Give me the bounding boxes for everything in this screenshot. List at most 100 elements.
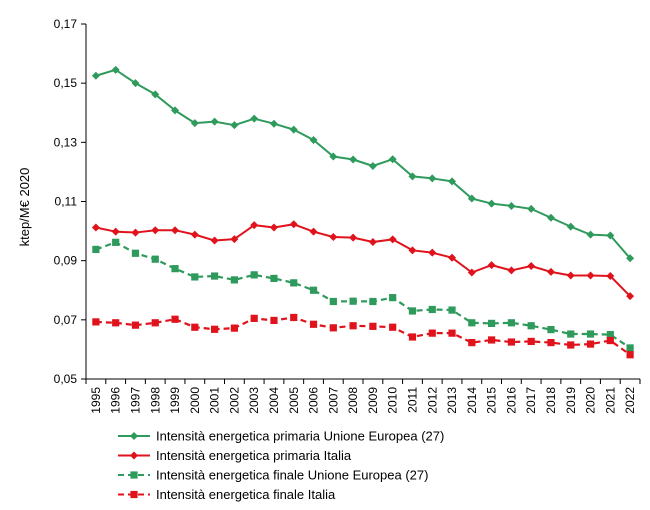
data-point — [408, 246, 417, 255]
data-point — [468, 319, 476, 327]
data-point — [626, 254, 635, 263]
data-point — [507, 201, 516, 210]
data-point — [171, 315, 179, 323]
y-axis-ticks: 0,05 0,07 0,09 0,11 0,13 0,15 0,17 — [54, 17, 86, 386]
x-tick-label: 2001 — [208, 387, 222, 414]
x-tick-label: 2018 — [544, 387, 558, 414]
series-line — [95, 316, 631, 356]
y-tick-label: 0,15 — [54, 76, 78, 90]
x-tick-label: 1997 — [128, 387, 142, 414]
legend-marker — [130, 471, 138, 479]
data-point — [250, 314, 258, 322]
data-point — [349, 155, 358, 164]
data-point — [507, 319, 515, 327]
data-point — [309, 286, 318, 294]
series-3 — [92, 238, 634, 352]
data-point — [428, 248, 437, 257]
data-point — [191, 273, 199, 281]
data-point — [349, 322, 357, 330]
data-point — [527, 337, 535, 346]
y-tick-label: 0,17 — [54, 17, 78, 31]
data-point — [329, 324, 337, 332]
data-point — [389, 294, 397, 302]
data-point — [388, 155, 397, 164]
data-point — [211, 325, 219, 333]
series-line — [95, 241, 631, 349]
data-point — [290, 313, 298, 322]
data-point — [428, 305, 436, 314]
legend-item: Intensità energetica primaria Unione Eur… — [118, 429, 444, 444]
y-tick-label: 0,09 — [54, 254, 78, 268]
data-point — [408, 307, 417, 315]
data-point — [428, 329, 436, 337]
data-point — [448, 253, 457, 262]
data-point — [448, 329, 456, 337]
data-point — [151, 90, 160, 99]
y-tick-label: 0,13 — [54, 135, 78, 149]
data-point — [448, 177, 457, 186]
data-point — [250, 221, 259, 230]
data-point — [270, 316, 278, 325]
data-point — [112, 319, 120, 327]
data-point — [368, 162, 377, 170]
legend-item: Intensità energetica finale Italia — [118, 487, 336, 502]
legend-label: Intensità energetica primaria Italia — [156, 448, 352, 463]
data-point — [131, 321, 140, 329]
data-point — [230, 235, 239, 244]
y-tick-label: 0,07 — [54, 313, 78, 327]
data-point — [289, 125, 298, 134]
data-point — [329, 233, 338, 241]
legend-marker — [130, 490, 138, 499]
data-point — [92, 318, 100, 326]
data-point — [191, 323, 199, 331]
data-point — [309, 320, 318, 328]
data-point — [468, 339, 476, 347]
data-point — [230, 324, 238, 332]
data-point — [230, 276, 238, 284]
data-point — [131, 228, 140, 237]
data-point — [567, 341, 575, 349]
data-point — [626, 292, 635, 301]
data-point — [211, 272, 219, 280]
data-point — [547, 325, 555, 334]
y-axis-title: ktep/M€ 2020 — [17, 168, 32, 247]
x-tick-label: 2004 — [267, 387, 281, 414]
data-point — [91, 71, 100, 80]
data-point — [269, 119, 278, 128]
data-point — [487, 261, 496, 270]
data-point — [428, 174, 437, 183]
x-tick-label: 2010 — [386, 387, 400, 414]
data-point — [111, 65, 120, 74]
data-point — [488, 336, 496, 344]
data-point — [566, 222, 575, 231]
data-point — [329, 152, 338, 161]
x-tick-label: 2003 — [247, 387, 261, 414]
series-1 — [91, 65, 635, 263]
data-point — [171, 226, 180, 235]
series-line — [95, 68, 631, 259]
data-point — [111, 227, 120, 236]
legend-marker — [130, 451, 138, 460]
data-point — [349, 233, 358, 242]
data-point — [151, 255, 159, 263]
data-point — [606, 231, 615, 240]
x-tick-label: 2011 — [405, 387, 419, 413]
x-tick-label: 2009 — [366, 387, 380, 414]
data-point — [388, 235, 397, 244]
data-point — [369, 322, 377, 330]
x-tick-label: 1998 — [148, 387, 162, 414]
data-point — [190, 230, 199, 239]
x-tick-label: 2020 — [584, 387, 598, 414]
series-4 — [92, 313, 634, 359]
data-point — [270, 274, 278, 283]
data-point — [606, 331, 614, 339]
data-point — [527, 322, 535, 330]
data-point — [151, 319, 159, 327]
data-point — [626, 351, 634, 359]
data-point — [131, 249, 140, 257]
legend-marker — [130, 432, 138, 440]
data-point — [408, 172, 417, 181]
x-tick-label: 1995 — [89, 387, 103, 414]
x-tick-label: 1999 — [168, 387, 182, 414]
x-tick-label: 2019 — [564, 387, 578, 414]
